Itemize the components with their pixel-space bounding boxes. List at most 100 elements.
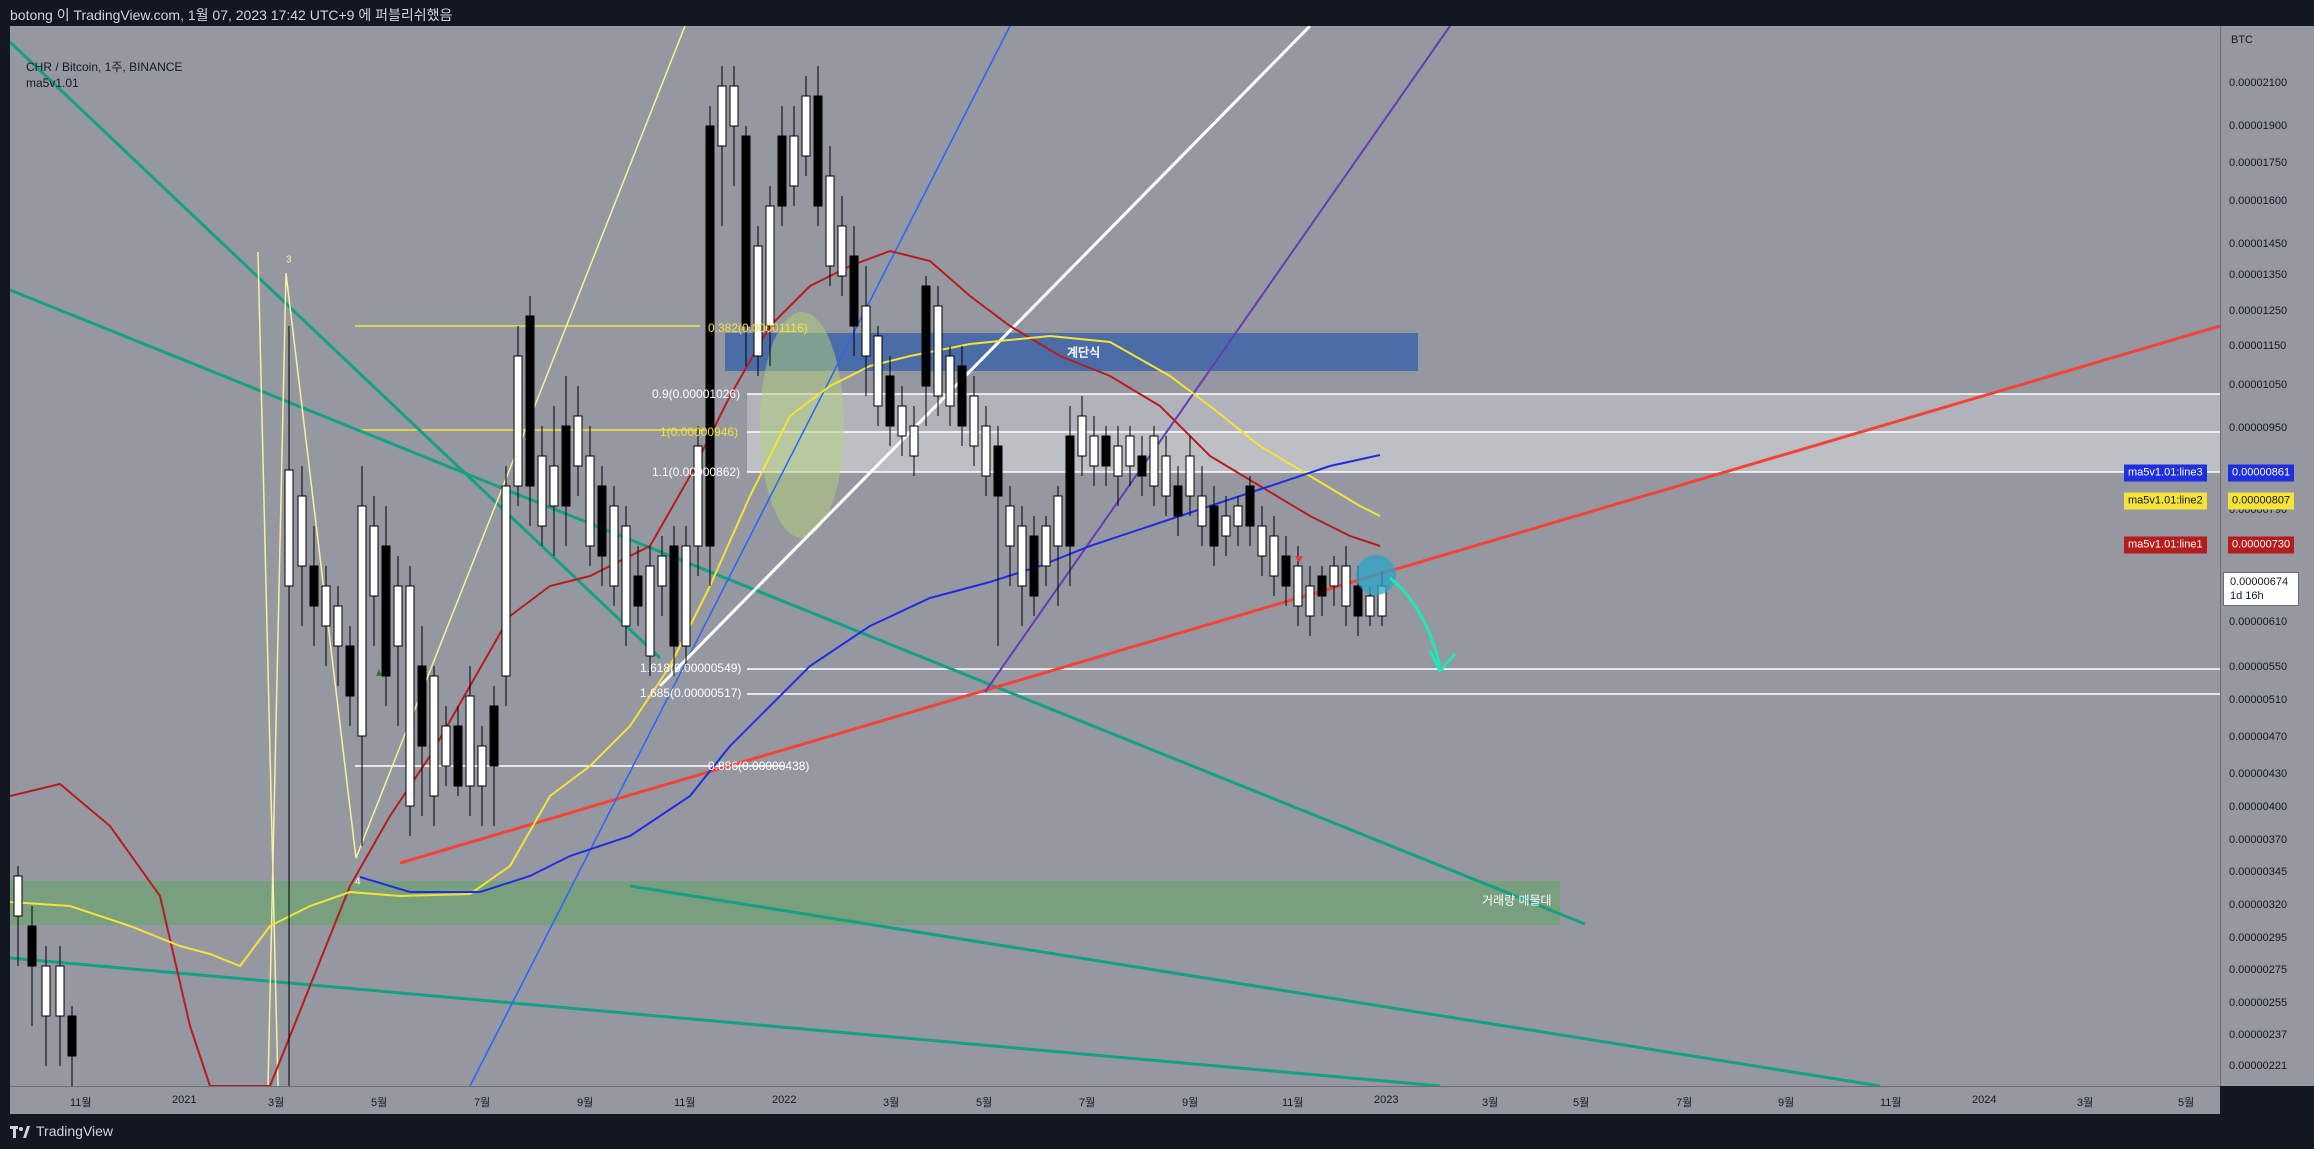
chart-area[interactable]: CHR / Bitcoin, 1주, BINANCE ma5v1.01 0.38…	[10, 26, 2220, 1086]
time-tick: 9월	[577, 1097, 594, 1109]
time-tick: 3월	[1482, 1097, 1499, 1109]
target-circle	[1356, 555, 1396, 595]
time-tick: 11월	[674, 1097, 696, 1109]
price-tick: 0.00001350	[2229, 269, 2288, 281]
candle-body	[1089, 435, 1099, 467]
candle-body	[693, 445, 703, 547]
candle-body	[1353, 585, 1363, 617]
candle-body	[465, 695, 475, 787]
candle-body	[753, 245, 763, 357]
candle-body	[621, 525, 631, 627]
time-tick: 7월	[1676, 1097, 1693, 1109]
price-tick: 0.00001900	[2229, 120, 2288, 132]
top-bar: botong 이 TradingView.com, 1월 07, 2023 17…	[0, 0, 2314, 26]
chart-drawings	[10, 26, 2220, 1086]
price-tick: 0.00000237	[2229, 1029, 2288, 1041]
candle-body	[417, 665, 427, 747]
current-price-tag: 0.00000674 1d 16h	[2223, 572, 2299, 606]
candle-body	[381, 545, 391, 677]
candle-body	[729, 85, 739, 127]
projection-arrow	[1389, 576, 1442, 667]
candle-body	[825, 175, 835, 267]
candle-body	[717, 85, 727, 147]
ma-line1-value-tag: 0.00000730	[2228, 536, 2295, 554]
candle-body	[513, 355, 523, 487]
candle-body	[345, 645, 355, 697]
fib-0382-label: 0.382(0.00001116)	[708, 321, 808, 335]
candle-body	[27, 925, 37, 967]
candle-body	[41, 965, 51, 1017]
ma-line1-red	[10, 249, 1381, 1086]
candle-body	[284, 469, 294, 587]
stair-box-label: 계단식	[1067, 345, 1101, 360]
candle-body	[1185, 455, 1195, 497]
price-tick: 0.00000430	[2229, 768, 2288, 780]
candle-body	[321, 585, 331, 627]
candle-body	[1221, 515, 1231, 537]
candle-body	[1005, 505, 1015, 547]
candle-body	[957, 365, 967, 427]
time-tick: 7월	[1079, 1097, 1096, 1109]
wave-4-label: 4	[355, 876, 361, 888]
candle-body	[297, 495, 307, 567]
price-tick: 0.00000345	[2229, 866, 2288, 878]
time-tick: 2023	[1374, 1094, 1399, 1106]
volume-zone-box	[10, 881, 1560, 925]
candle-body	[369, 525, 379, 597]
price-tick: 0.00000320	[2229, 899, 2288, 911]
candle-body	[705, 125, 715, 547]
time-tick: 3월	[268, 1097, 285, 1109]
candle-body	[933, 305, 943, 397]
time-tick: 5월	[2178, 1097, 2195, 1109]
candle-body	[969, 395, 979, 447]
candle-body	[849, 255, 859, 327]
price-scale[interactable]: BTC 0.00002100 0.00001900 0.00001750 0.0…	[2220, 26, 2314, 1086]
current-price-value: 0.00000674	[2230, 576, 2289, 588]
candle-body	[981, 425, 991, 477]
time-tick: 5월	[371, 1097, 388, 1109]
time-tick: 3월	[883, 1097, 900, 1109]
candle-body	[1161, 455, 1171, 497]
price-tick: 0.00000550	[2229, 661, 2288, 673]
candle-body	[537, 455, 547, 527]
ma-line2-yellow	[10, 334, 1381, 968]
price-tick: 0.00001250	[2229, 305, 2288, 317]
candle-body	[561, 425, 571, 507]
price-tick: 0.00000470	[2229, 731, 2288, 743]
resistance-box-upper	[747, 394, 2220, 432]
candle-body	[633, 575, 643, 607]
candle-body	[1125, 435, 1135, 467]
candle-body	[585, 455, 595, 547]
time-tick: 11월	[1880, 1097, 1902, 1109]
time-tick: 5월	[1573, 1097, 1590, 1109]
fib-11-label: 1.1(0.00000862)	[652, 465, 741, 479]
time-tick: 2024	[1972, 1094, 1997, 1106]
time-scale[interactable]: 11월 2021 3월 5월 7월 9월 11월 2022 3월 5월 7월 9…	[10, 1086, 2220, 1115]
candle-body	[741, 135, 751, 327]
price-tick: 0.00000400	[2229, 801, 2288, 813]
candle-body	[993, 445, 1003, 497]
time-tick: 11월	[70, 1097, 92, 1109]
ma-line2-name-tag: ma5v1.01:line2	[2124, 492, 2207, 510]
price-tick: 0.00001150	[2229, 340, 2287, 352]
candle-body	[441, 725, 451, 767]
fib-1-label: 1(0.00000946)	[660, 425, 739, 439]
ma-line3-value-tag: 0.00000861	[2228, 464, 2295, 482]
candle-body	[681, 545, 691, 647]
candle-body	[477, 745, 487, 787]
candle-body	[861, 305, 871, 357]
candle-body	[813, 95, 823, 207]
candle-body	[801, 95, 811, 157]
candle-body	[1341, 565, 1351, 607]
tradingview-brand[interactable]: TradingView	[10, 1123, 113, 1139]
price-tick: 0.00000510	[2229, 694, 2288, 706]
candle-body	[645, 565, 655, 657]
time-tick: 9월	[1778, 1097, 1795, 1109]
time-tick: 2021	[172, 1094, 197, 1106]
bottom-bar: TradingView	[0, 1114, 2314, 1149]
candle-body	[1173, 485, 1183, 517]
bar-countdown: 1d 16h	[2230, 590, 2264, 602]
price-tick: 0.00000295	[2229, 932, 2288, 944]
price-tick: 0.00001600	[2229, 195, 2288, 207]
highlight-ellipse	[760, 312, 844, 538]
